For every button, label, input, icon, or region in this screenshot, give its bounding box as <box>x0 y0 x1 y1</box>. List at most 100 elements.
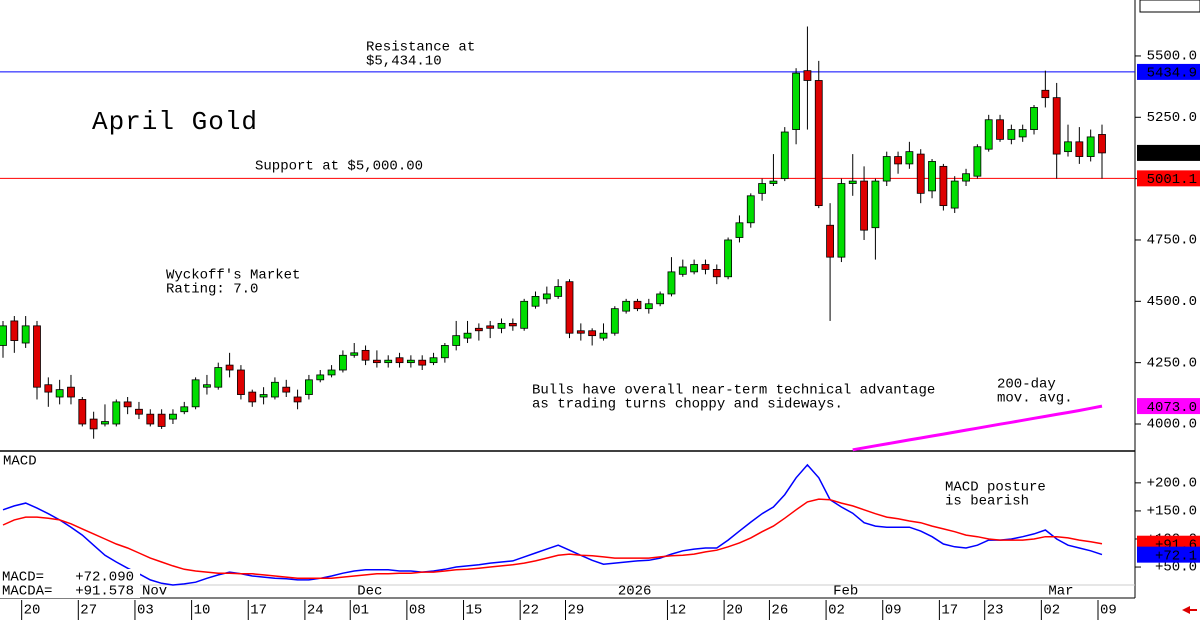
x-tick-label: 23 <box>987 603 1004 619</box>
value-box <box>1137 398 1200 415</box>
legend-value: +72.090 <box>75 570 134 586</box>
candle-body <box>135 408 143 415</box>
commentary: as trading turns choppy and sideways. <box>532 397 843 413</box>
x-tick-label: 22 <box>522 603 539 619</box>
candle-body <box>780 131 789 180</box>
candle-body <box>984 119 993 150</box>
candle-body <box>474 327 483 332</box>
y-tick-label: 4000.0 <box>1147 417 1197 433</box>
candle-body <box>996 119 1004 140</box>
candle-body <box>701 264 710 270</box>
value-box <box>1137 63 1200 80</box>
candle-body <box>248 391 257 403</box>
scroll-arrow[interactable] <box>1182 606 1197 614</box>
candle-body <box>101 421 109 425</box>
candle-body <box>758 183 767 194</box>
candle-body <box>203 384 211 388</box>
month-label: Feb <box>833 584 858 600</box>
moving-average <box>852 404 1103 452</box>
value-box <box>1137 144 1200 161</box>
x-tick-label: 17 <box>941 603 958 619</box>
x-tick-label: 01 <box>352 603 369 619</box>
candle-body <box>44 384 53 393</box>
candle-body <box>962 173 970 182</box>
candle-body <box>871 180 880 229</box>
candle-body <box>724 239 733 278</box>
y-tick-label: 4500.0 <box>1147 294 1197 310</box>
legend-value: +91.578 <box>75 584 134 600</box>
candle-body <box>89 418 98 430</box>
x-tick-label: 02 <box>1043 603 1060 619</box>
candle-body <box>826 224 834 258</box>
y-tick-label: +200.0 <box>1147 476 1197 492</box>
rating-annotation: Rating: 7.0 <box>166 282 258 298</box>
x-tick-label: 12 <box>669 603 686 619</box>
candle-body <box>644 303 653 310</box>
rating-annotation: Wyckoff's Market <box>166 268 300 284</box>
x-tick-label: 17 <box>250 603 267 619</box>
candle-body <box>588 330 597 337</box>
candle-body <box>0 325 7 346</box>
candle-body <box>327 369 336 376</box>
candle-body <box>55 389 64 398</box>
candle-body <box>169 413 177 420</box>
candle-body <box>554 286 563 297</box>
candle-body <box>928 161 936 192</box>
candle-body <box>316 374 325 381</box>
candle-body <box>656 293 665 305</box>
candle-body <box>33 325 41 388</box>
candle-body <box>667 271 676 295</box>
y-tick-label: +50.0 <box>1155 560 1197 576</box>
value-box-label: +72.1 <box>1155 548 1197 564</box>
candle-body <box>361 349 370 361</box>
x-tick-label: 02 <box>828 603 845 619</box>
candle-body <box>894 156 902 165</box>
x-tick-label: 15 <box>466 603 483 619</box>
macd-annotation: MACD posture <box>945 480 1046 496</box>
candle-body <box>271 381 279 398</box>
value-box-label: 4073.0 <box>1147 400 1197 416</box>
candle-body <box>463 332 472 339</box>
candle-body <box>1064 141 1072 153</box>
candle-body <box>180 406 189 413</box>
candle-body <box>735 222 744 238</box>
x-tick-label: 09 <box>1100 603 1117 619</box>
candle-body <box>769 180 778 184</box>
x-tick-label: 09 <box>885 603 902 619</box>
candle-body <box>1052 97 1061 155</box>
candle-body <box>78 399 87 425</box>
candle-body <box>905 151 914 165</box>
candle-body <box>837 183 846 258</box>
candle-body <box>1018 129 1027 138</box>
candle-body <box>803 70 812 81</box>
legend-name: MACDA= <box>2 584 52 600</box>
candle-body <box>565 281 574 334</box>
candle-body <box>372 359 381 364</box>
candle-body <box>973 146 982 177</box>
resistance-annotation: Resistance at <box>366 40 475 56</box>
candle-body <box>214 367 223 388</box>
candle-body <box>123 401 132 408</box>
candle-body <box>746 195 755 224</box>
candle-body <box>305 379 313 395</box>
candle-body <box>622 300 631 312</box>
candle-body <box>939 165 948 207</box>
candle-body <box>848 180 857 184</box>
x-tick-label: 24 <box>307 603 324 619</box>
month-label: Mar <box>1048 584 1073 600</box>
candle-body <box>395 357 404 364</box>
value-box-label: 5001.1 <box>1147 172 1197 188</box>
candle-body <box>712 269 721 278</box>
y-tick-label: 5250.0 <box>1147 110 1197 126</box>
legend-name: MACD= <box>2 570 44 586</box>
commentary: Bulls have overall near-term technical a… <box>532 383 935 399</box>
x-tick-label: 03 <box>137 603 154 619</box>
x-tick-label: 20 <box>24 603 41 619</box>
candle-body <box>225 364 234 371</box>
candle-body <box>531 296 540 307</box>
macd-line <box>2 463 1103 586</box>
candle-body <box>282 386 291 393</box>
candle-body <box>112 401 121 425</box>
